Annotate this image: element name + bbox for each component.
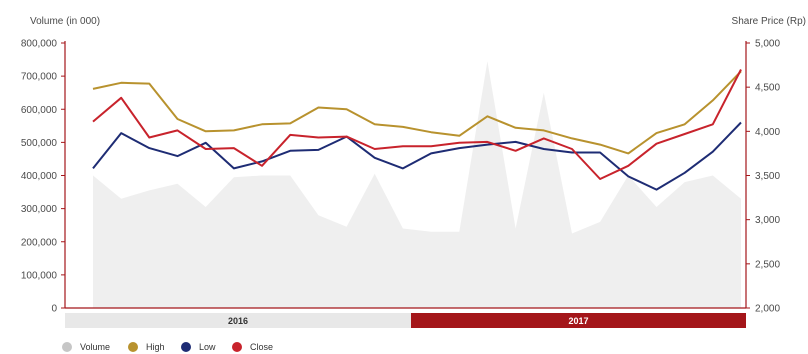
right-tick-label: 3,000 xyxy=(755,215,780,226)
legend-marker-close xyxy=(232,342,242,352)
line-low xyxy=(92,121,742,191)
legend-label-high: High xyxy=(146,342,165,352)
left-axis-ticks: 0 100,000 200,000 300,000 400,000 500,000 600,… xyxy=(21,39,65,315)
legend-label-close: Close xyxy=(250,342,273,352)
left-tick-label: 300,000 xyxy=(21,204,58,215)
right-tick-label: 2,500 xyxy=(755,259,780,270)
right-axis-ticks: 2,000 2,500 3,000 3,500 4,000 4,500 5,000 xyxy=(746,39,780,315)
right-tick-label: 5,000 xyxy=(755,39,780,50)
legend-label-low: Low xyxy=(199,342,216,352)
y-right-axis-title: Share Price (Rp) xyxy=(732,16,806,27)
left-tick-label: 800,000 xyxy=(21,39,58,50)
y-left-axis-title: Volume (in 000) xyxy=(30,16,100,27)
period-2017 xyxy=(411,313,746,328)
period-band: 2016 2017 xyxy=(65,313,746,328)
legend: Volume High Low Close xyxy=(62,342,273,352)
volume-area xyxy=(93,61,741,309)
right-tick-label: 4,500 xyxy=(755,83,780,94)
period-label-2017: 2017 xyxy=(568,316,588,326)
right-tick-label: 4,000 xyxy=(755,127,780,138)
legend-marker-volume xyxy=(62,342,72,352)
right-tick-label: 3,500 xyxy=(755,171,780,182)
period-2016 xyxy=(65,313,411,328)
line-close xyxy=(92,69,742,180)
volume-area-layer xyxy=(93,61,741,309)
left-tick-label: 200,000 xyxy=(21,237,58,248)
left-tick-label: 600,000 xyxy=(21,105,58,116)
left-tick-label: 0 xyxy=(51,304,57,315)
price-lines-layer xyxy=(92,69,742,191)
period-label-2016: 2016 xyxy=(228,316,248,326)
left-tick-label: 700,000 xyxy=(21,72,58,83)
legend-marker-low xyxy=(181,342,191,352)
left-tick-label: 400,000 xyxy=(21,171,58,182)
right-tick-label: 2,000 xyxy=(755,304,780,315)
legend-label-volume: Volume xyxy=(80,342,110,352)
left-tick-label: 100,000 xyxy=(21,270,58,281)
line-high xyxy=(92,70,742,155)
left-tick-label: 500,000 xyxy=(21,138,58,149)
legend-marker-high xyxy=(128,342,138,352)
